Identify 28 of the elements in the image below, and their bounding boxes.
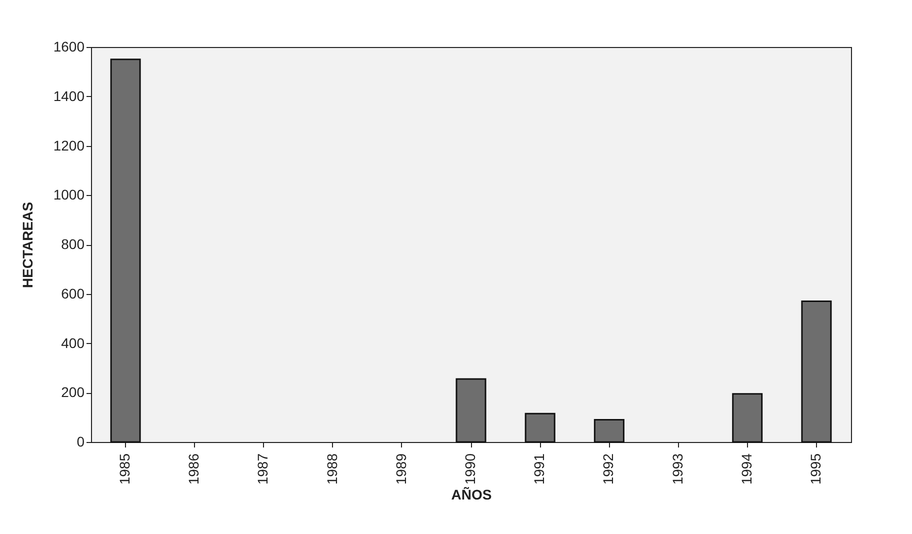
x-tick-label: 1987 (254, 453, 271, 485)
x-tick-label: 1993 (669, 453, 686, 485)
x-tick-label: 1990 (462, 453, 478, 485)
x-tick-label: 1995 (807, 453, 824, 485)
bar (456, 378, 486, 443)
x-tick-label: 1989 (392, 453, 409, 485)
x-tick-label: 1994 (738, 453, 754, 485)
bar (732, 393, 763, 443)
y-tick-label: 200 (61, 384, 85, 400)
bar (524, 412, 556, 443)
x-tick-label: 1992 (600, 453, 616, 485)
y-tick-label: 1400 (53, 88, 85, 104)
x-tick-label: 1986 (186, 453, 202, 485)
bar (594, 419, 624, 443)
bar (110, 58, 141, 443)
y-tick-label: 1000 (53, 186, 85, 203)
y-tick-label: 1200 (53, 137, 85, 154)
x-tick-label: 1985 (116, 453, 133, 485)
y-tick-label: 0 (76, 434, 85, 450)
y-axis-title: HECTAREAS (19, 202, 36, 288)
bar (801, 300, 832, 443)
y-tick-label: 400 (61, 334, 85, 351)
x-tick-label: 1988 (324, 453, 340, 485)
y-tick-label: 600 (61, 285, 85, 302)
x-axis-title: AÑOS (451, 486, 492, 503)
y-tick-label: 800 (61, 236, 85, 252)
x-tick-label: 1991 (531, 453, 548, 485)
y-tick-label: 1600 (53, 38, 85, 54)
